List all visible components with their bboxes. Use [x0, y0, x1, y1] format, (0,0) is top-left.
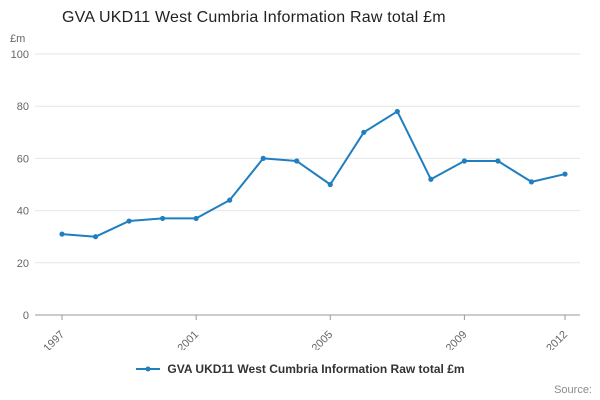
y-axis-unit-label: £m: [10, 33, 26, 45]
data-point[interactable]: [59, 231, 65, 237]
data-point[interactable]: [160, 215, 166, 222]
data-point[interactable]: [461, 158, 467, 164]
x-tick-label: 2001: [175, 329, 201, 350]
chart-svg: 0 20 40 60 80 100 1997 2001 2005 2009 2012: [11, 49, 580, 350]
data-point[interactable]: [528, 179, 535, 185]
source-label: Source:: [554, 384, 592, 396]
chart-title: GVA UKD11 West Cumbria Information Raw t…: [62, 9, 446, 26]
y-tick-label: 40: [17, 206, 29, 218]
data-point[interactable]: [227, 197, 233, 203]
legend-marker-icon: [136, 366, 161, 372]
data-point[interactable]: [92, 234, 99, 240]
legend-label: GVA UKD11 West Cumbria Information Raw t…: [167, 362, 465, 376]
y-tick-label: 60: [17, 153, 29, 165]
y-tick-label: 100: [11, 49, 29, 61]
data-point[interactable]: [294, 158, 300, 164]
data-point[interactable]: [495, 158, 501, 164]
data-point[interactable]: [260, 155, 266, 161]
x-tick-label: 1997: [41, 329, 67, 350]
data-point[interactable]: [562, 171, 568, 177]
x-tick-label: 2009: [444, 329, 470, 350]
data-point[interactable]: [361, 129, 367, 135]
x-tick-label: 2012: [544, 329, 570, 350]
chart-line: [61, 110, 566, 238]
legend-dot: [145, 366, 151, 372]
x-tick-label: 2005: [310, 329, 336, 350]
data-point[interactable]: [193, 215, 199, 222]
legend: GVA UKD11 West Cumbria Information Raw t…: [0, 362, 600, 376]
data-point[interactable]: [126, 218, 132, 224]
data-point[interactable]: [327, 181, 333, 188]
y-tick-label: 20: [17, 258, 29, 270]
y-tick-label: 80: [17, 101, 29, 113]
data-point[interactable]: [394, 108, 400, 115]
y-tick-label: 0: [23, 310, 29, 322]
data-point[interactable]: [428, 176, 434, 182]
